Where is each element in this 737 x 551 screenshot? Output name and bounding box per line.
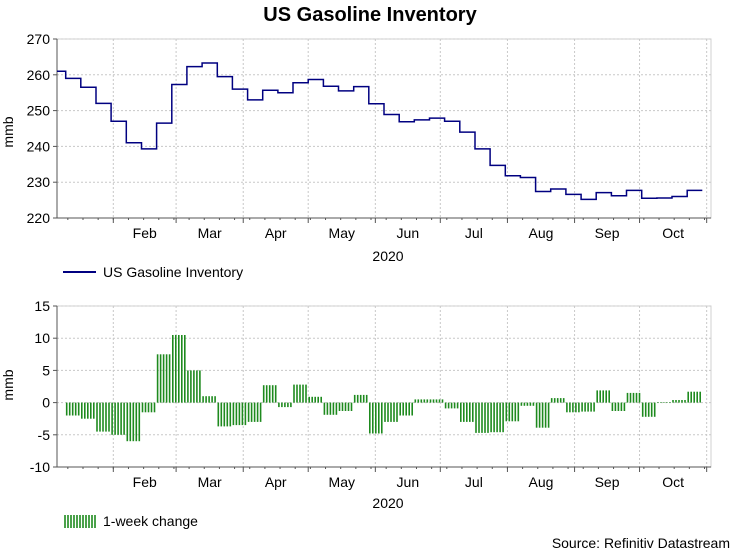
weekly-change-bar — [520, 402, 535, 406]
weekly-change-bar — [111, 402, 125, 435]
top-month-label: Mar — [198, 225, 222, 241]
bottom-panel-bar-chart: -10 -5 0 5 10 15 Feb Mar Apr May Jun Jul Aug Sep Oct — [30, 298, 712, 490]
weekly-change-bar — [657, 402, 671, 403]
bottom-y-tick-label: 10 — [34, 330, 50, 346]
weekly-change-bar — [641, 402, 656, 417]
weekly-change-bar — [550, 398, 565, 403]
top-y-tick-label: 270 — [27, 31, 51, 47]
bottom-legend-bar-swatch — [64, 515, 96, 528]
top-panel-line-chart: 220 230 240 250 260 270 Feb Mar Apr May Jun Jul Aug S… — [27, 31, 712, 241]
weekly-change-bar — [232, 402, 247, 426]
weekly-change-bar — [581, 402, 595, 412]
bottom-y-tick-label: 0 — [42, 395, 50, 411]
top-month-label: Aug — [529, 225, 554, 241]
source-note: Source: Refinitiv Datastream — [552, 535, 730, 551]
weekly-change-bar — [96, 402, 110, 432]
weekly-change-bar — [672, 400, 686, 403]
bottom-month-label: Apr — [265, 474, 287, 490]
top-month-label: May — [329, 225, 355, 241]
top-month-label: Oct — [662, 225, 684, 241]
weekly-change-bar — [323, 402, 338, 415]
top-y-tick-label: 240 — [27, 138, 51, 154]
weekly-change-bar — [368, 402, 383, 434]
bottom-x-axis-label: 2020 — [372, 495, 403, 511]
weekly-change-bar — [687, 391, 702, 403]
weekly-change-bar — [444, 402, 459, 409]
weekly-change-bar — [187, 370, 201, 403]
top-legend-label: US Gasoline Inventory — [103, 264, 243, 280]
weekly-change-bar — [293, 384, 307, 403]
weekly-change-bar — [126, 402, 141, 442]
bottom-month-label: Oct — [662, 474, 684, 490]
top-y-tick-label: 260 — [27, 67, 51, 83]
weekly-change-bar — [611, 402, 626, 411]
bottom-month-label: Mar — [198, 474, 222, 490]
top-month-label: Sep — [595, 225, 620, 241]
inventory-series-line — [57, 62, 703, 201]
weekly-change-bar — [308, 396, 323, 403]
weekly-change-bar — [141, 402, 156, 413]
weekly-change-bar — [399, 402, 414, 416]
top-month-label: Jul — [465, 225, 483, 241]
bottom-month-label: Jul — [465, 474, 483, 490]
weekly-change-bar — [262, 385, 277, 403]
top-x-axis-label: 2020 — [372, 248, 403, 264]
weekly-change-bar — [202, 396, 216, 403]
top-plot-frame — [56, 38, 712, 219]
top-month-label: Feb — [133, 225, 157, 241]
bottom-month-label: May — [329, 474, 355, 490]
weekly-change-bar — [65, 402, 80, 416]
weekly-change-bar — [278, 402, 292, 408]
bottom-month-label: Aug — [529, 474, 554, 490]
bottom-legend-label: 1-week change — [103, 513, 198, 529]
top-legend: US Gasoline Inventory — [63, 264, 243, 280]
top-y-tick-label: 250 — [27, 103, 51, 119]
weekly-change-bar — [566, 402, 580, 413]
top-y-axis-label: mmb — [0, 116, 16, 147]
weekly-change-bar — [353, 394, 368, 403]
weekly-change-bar — [475, 402, 489, 433]
bottom-y-tick-label: -5 — [38, 427, 51, 443]
weekly-change-bar — [490, 402, 504, 433]
bottom-y-axis-label: mmb — [0, 369, 16, 400]
top-y-tick-label: 230 — [27, 174, 51, 190]
top-month-label: Apr — [265, 225, 287, 241]
bottom-y-tick-label: -10 — [30, 459, 50, 475]
bottom-y-tick-label: 15 — [34, 298, 50, 314]
bottom-month-label: Feb — [133, 474, 157, 490]
top-month-label: Jun — [397, 225, 420, 241]
weekly-change-bar — [338, 402, 353, 411]
weekly-change-bar — [172, 335, 186, 403]
bottom-month-label: Jun — [397, 474, 420, 490]
bottom-legend: 1-week change — [64, 513, 198, 529]
weekly-change-bar — [81, 402, 95, 419]
weekly-change-bar — [626, 392, 641, 403]
weekly-change-bar — [217, 402, 232, 427]
weekly-change-bar — [414, 399, 429, 403]
chart-title: US Gasoline Inventory — [263, 4, 477, 26]
weekly-change-bar — [384, 402, 398, 422]
weekly-change-bar — [535, 402, 550, 428]
bottom-month-label: Sep — [595, 474, 620, 490]
weekly-change-bar — [247, 402, 262, 422]
bottom-plot-frame — [56, 305, 712, 468]
weekly-change-bar — [429, 399, 444, 403]
weekly-change-bar — [156, 354, 171, 403]
weekly-change-bar — [596, 390, 611, 403]
weekly-change-bar — [505, 402, 520, 422]
weekly-change-bar — [459, 402, 474, 422]
bottom-y-tick-label: 5 — [42, 362, 50, 378]
top-y-tick-label: 220 — [27, 210, 51, 226]
